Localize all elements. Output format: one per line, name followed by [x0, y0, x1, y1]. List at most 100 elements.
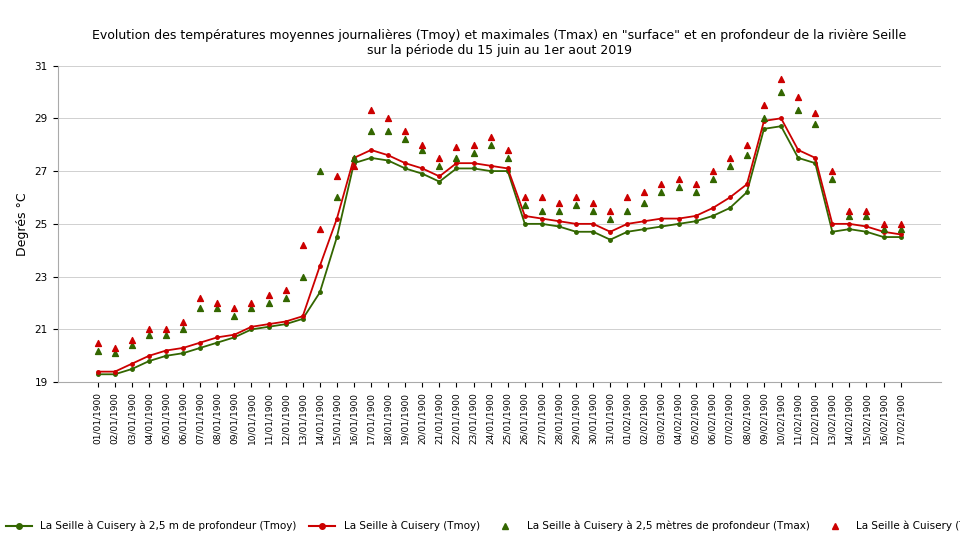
La Seille à Cuisery à 2,5 mètres de profondeur (Tmax) [158, 330, 174, 339]
Title: Evolution des températures moyennes journalières (Tmoy) et maximales (Tmax) en ": Evolution des températures moyennes jour… [92, 29, 906, 57]
La Seille à Cuisery (Tmoy) [809, 155, 821, 161]
La Seille à Cuisery à 2,5 m de profondeur (Tmoy) [741, 189, 753, 195]
La Seille à Cuisery (Tmoy) [741, 181, 753, 187]
La Seille à Cuisery à 2,5 m de profondeur (Tmoy) [844, 226, 855, 233]
La Seille à Cuisery à 2,5 m de profondeur (Tmoy) [792, 155, 804, 161]
La Seille à Cuisery (Tmoy) [877, 229, 889, 235]
La Seille à Cuisery à 2,5 mètres de profondeur (Tmax) [466, 149, 481, 157]
La Seille à Cuisery (Tmax) [329, 172, 345, 181]
La Seille à Cuisery à 2,5 m de profondeur (Tmoy) [724, 205, 735, 211]
La Seille à Cuisery à 2,5 m de profondeur (Tmoy) [468, 165, 479, 172]
La Seille à Cuisery à 2,5 mètres de profondeur (Tmax) [90, 346, 106, 355]
La Seille à Cuisery à 2,5 m de profondeur (Tmoy) [126, 366, 137, 372]
La Seille à Cuisery (Tmax) [586, 198, 601, 207]
La Seille à Cuisery (Tmax) [859, 206, 875, 215]
La Seille à Cuisery à 2,5 m de profondeur (Tmoy) [417, 170, 428, 177]
La Seille à Cuisery à 2,5 mètres de profondeur (Tmax) [347, 153, 362, 162]
La Seille à Cuisery (Tmoy) [178, 345, 189, 351]
La Seille à Cuisery (Tmax) [500, 146, 516, 155]
La Seille à Cuisery à 2,5 m de profondeur (Tmoy) [228, 334, 240, 341]
La Seille à Cuisery à 2,5 mètres de profondeur (Tmax) [261, 299, 276, 307]
La Seille à Cuisery à 2,5 mètres de profondeur (Tmax) [397, 135, 413, 144]
La Seille à Cuisery à 2,5 mètres de profondeur (Tmax) [193, 304, 208, 313]
La Seille à Cuisery à 2,5 m de profondeur (Tmoy) [809, 160, 821, 167]
La Seille à Cuisery à 2,5 mètres de profondeur (Tmax) [705, 175, 720, 183]
La Seille à Cuisery à 2,5 mètres de profondeur (Tmax) [586, 206, 601, 215]
La Seille à Cuisery à 2,5 m de profondeur (Tmoy) [314, 289, 325, 296]
La Seille à Cuisery (Tmoy) [861, 223, 873, 230]
La Seille à Cuisery à 2,5 m de profondeur (Tmoy) [895, 234, 906, 240]
La Seille à Cuisery (Tmax) [671, 175, 686, 183]
La Seille à Cuisery (Tmoy) [792, 147, 804, 153]
La Seille à Cuisery à 2,5 mètres de profondeur (Tmax) [432, 162, 447, 170]
Legend: La Seille à Cuisery à 2,5 m de profondeur (Tmoy), La Seille à Cuisery (Tmoy), La: La Seille à Cuisery à 2,5 m de profondeu… [2, 517, 960, 535]
La Seille à Cuisery (Tmax) [483, 133, 498, 141]
La Seille à Cuisery (Tmax) [227, 304, 242, 313]
La Seille à Cuisery (Tmax) [141, 325, 156, 334]
La Seille à Cuisery (Tmoy) [588, 221, 599, 227]
La Seille à Cuisery à 2,5 m de profondeur (Tmoy) [434, 179, 445, 185]
La Seille à Cuisery à 2,5 mètres de profondeur (Tmax) [108, 349, 123, 358]
La Seille à Cuisery à 2,5 m de profondeur (Tmoy) [246, 326, 257, 333]
La Seille à Cuisery (Tmoy) [228, 331, 240, 338]
La Seille à Cuisery (Tmax) [636, 188, 652, 197]
La Seille à Cuisery à 2,5 mètres de profondeur (Tmax) [244, 304, 259, 313]
La Seille à Cuisery (Tmoy) [434, 173, 445, 180]
La Seille à Cuisery (Tmoy) [468, 160, 479, 167]
La Seille à Cuisery (Tmax) [466, 140, 481, 149]
La Seille à Cuisery (Tmoy) [536, 215, 547, 222]
Y-axis label: Degrés °C: Degrés °C [16, 192, 29, 256]
La Seille à Cuisery (Tmoy) [553, 218, 564, 224]
La Seille à Cuisery à 2,5 mètres de profondeur (Tmax) [774, 87, 789, 96]
La Seille à Cuisery à 2,5 mètres de profondeur (Tmax) [141, 330, 156, 339]
La Seille à Cuisery à 2,5 mètres de profondeur (Tmax) [603, 214, 618, 223]
La Seille à Cuisery (Tmoy) [895, 231, 906, 238]
La Seille à Cuisery (Tmoy) [673, 215, 684, 222]
La Seille à Cuisery (Tmoy) [297, 313, 308, 319]
La Seille à Cuisery à 2,5 m de profondeur (Tmoy) [605, 236, 616, 243]
La Seille à Cuisery (Tmax) [603, 206, 618, 215]
La Seille à Cuisery à 2,5 m de profondeur (Tmoy) [280, 321, 292, 328]
La Seille à Cuisery à 2,5 mètres de profondeur (Tmax) [278, 293, 294, 302]
La Seille à Cuisery (Tmoy) [109, 369, 121, 375]
La Seille à Cuisery (Tmoy) [263, 321, 275, 328]
La Seille à Cuisery (Tmoy) [656, 215, 667, 222]
La Seille à Cuisery (Tmoy) [621, 221, 633, 227]
La Seille à Cuisery (Tmoy) [827, 221, 838, 227]
La Seille à Cuisery à 2,5 m de profondeur (Tmoy) [348, 160, 360, 167]
La Seille à Cuisery (Tmax) [124, 336, 139, 345]
La Seille à Cuisery (Tmax) [705, 167, 720, 175]
La Seille à Cuisery à 2,5 m de profondeur (Tmoy) [485, 168, 496, 174]
La Seille à Cuisery à 2,5 m de profondeur (Tmoy) [92, 371, 104, 378]
La Seille à Cuisery à 2,5 mètres de profondeur (Tmax) [209, 304, 225, 313]
La Seille à Cuisery (Tmoy) [399, 160, 411, 167]
La Seille à Cuisery (Tmoy) [331, 215, 343, 222]
La Seille à Cuisery à 2,5 m de profondeur (Tmoy) [758, 126, 770, 132]
La Seille à Cuisery (Tmax) [807, 109, 823, 117]
La Seille à Cuisery à 2,5 m de profondeur (Tmoy) [570, 229, 582, 235]
La Seille à Cuisery (Tmoy) [638, 218, 650, 224]
La Seille à Cuisery à 2,5 mètres de profondeur (Tmax) [722, 162, 737, 170]
La Seille à Cuisery (Tmoy) [126, 360, 137, 367]
La Seille à Cuisery à 2,5 m de profondeur (Tmoy) [195, 345, 206, 351]
La Seille à Cuisery (Tmax) [517, 193, 533, 202]
La Seille à Cuisery à 2,5 m de profondeur (Tmoy) [588, 229, 599, 235]
La Seille à Cuisery à 2,5 mètres de profondeur (Tmax) [790, 106, 805, 115]
La Seille à Cuisery (Tmoy) [314, 263, 325, 269]
La Seille à Cuisery (Tmoy) [280, 318, 292, 325]
La Seille à Cuisery à 2,5 m de profondeur (Tmoy) [366, 155, 377, 161]
La Seille à Cuisery à 2,5 mètres de profondeur (Tmax) [295, 272, 310, 281]
La Seille à Cuisery à 2,5 m de profondeur (Tmoy) [178, 350, 189, 357]
La Seille à Cuisery à 2,5 mètres de profondeur (Tmax) [551, 206, 566, 215]
La Seille à Cuisery (Tmoy) [724, 194, 735, 201]
Line: La Seille à Cuisery à 2,5 m de profondeur (Tmoy): La Seille à Cuisery à 2,5 m de profondeu… [96, 124, 902, 376]
La Seille à Cuisery à 2,5 m de profondeur (Tmoy) [673, 221, 684, 227]
La Seille à Cuisery (Tmax) [688, 180, 704, 188]
La Seille à Cuisery à 2,5 mètres de profondeur (Tmax) [756, 114, 772, 123]
La Seille à Cuisery à 2,5 m de profondeur (Tmoy) [553, 223, 564, 230]
La Seille à Cuisery (Tmax) [722, 153, 737, 162]
La Seille à Cuisery à 2,5 m de profondeur (Tmoy) [263, 323, 275, 330]
La Seille à Cuisery à 2,5 mètres de profondeur (Tmax) [312, 167, 327, 175]
La Seille à Cuisery à 2,5 mètres de profondeur (Tmax) [739, 151, 755, 159]
La Seille à Cuisery à 2,5 m de profondeur (Tmoy) [109, 371, 121, 378]
